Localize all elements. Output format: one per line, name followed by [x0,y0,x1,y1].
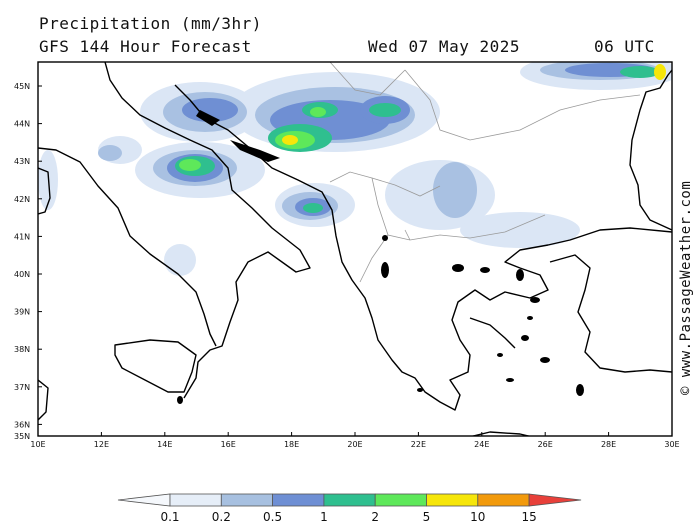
lon-label-10e: 10E [30,440,45,449]
legend-label-3: 1 [320,510,328,524]
legend-color-bar [117,493,582,507]
lat-label-40n: 40N [14,270,30,279]
legend-label-0: 0.1 [160,510,179,524]
lon-label-14e: 14E [157,440,172,449]
legend-label-7: 15 [521,510,536,524]
legend-swatch-3 [323,493,376,507]
legend-swatch-5 [426,493,479,507]
legend-swatch-1 [220,493,274,507]
legend-label-4: 2 [371,510,379,524]
forecast-label: GFS 144 Hour Forecast [39,37,252,56]
precip-fields [38,62,672,276]
forecast-date: Wed 07 May 2025 [368,37,520,56]
lat-label-38n: 38N [14,345,30,354]
lon-label-30e: 30E [664,440,679,449]
lat-label-35n: 35N [14,432,30,441]
latitude-labels: 45N 44N 43N 42N 41N 40N 39N 38N 37N 36N 35N [14,82,30,441]
lon-label-22e: 22E [411,440,426,449]
legend-max-arrow [528,493,582,507]
lon-label-24e: 24E [474,440,489,449]
lat-label-44n: 44N [14,120,30,129]
legend-label-5: 5 [423,510,431,524]
legend-label-1: 0.2 [212,510,231,524]
lon-label-20e: 20E [347,440,362,449]
lon-label-12e: 12E [94,440,109,449]
legend-labels: 0.1 0.2 0.5 1 2 5 10 15 [160,510,536,524]
lat-label-42n: 42N [14,195,30,204]
lat-label-45n: 45N [14,82,30,91]
coastlines [38,62,672,436]
legend-swatch-4 [374,493,427,507]
lat-label-43n: 43N [14,157,30,166]
map-title: Precipitation (mm/3hr) [39,14,262,33]
lon-label-28e: 28E [601,440,616,449]
lon-label-26e: 26E [538,440,553,449]
axis-ticks [37,85,673,437]
lon-label-16e: 16E [221,440,236,449]
legend-swatch-6 [477,493,530,507]
legend-label-6: 10 [470,510,485,524]
country-borders [329,62,641,283]
forecast-time: 06 UTC [594,37,655,56]
lat-label-39n: 39N [14,308,30,317]
legend-min-arrow [117,493,171,507]
legend-swatch-0 [169,493,222,507]
lon-label-18e: 18E [284,440,299,449]
legend-swatch-2 [272,493,325,507]
islands [177,110,584,404]
lat-label-41n: 41N [14,232,30,241]
lat-label-36n: 36N [14,420,30,429]
lat-label-37n: 37N [14,383,30,392]
legend-label-2: 0.5 [263,510,282,524]
longitude-labels: 10E 12E 14E 16E 18E 20E 22E 24E 26E 28E 30E [30,440,679,449]
